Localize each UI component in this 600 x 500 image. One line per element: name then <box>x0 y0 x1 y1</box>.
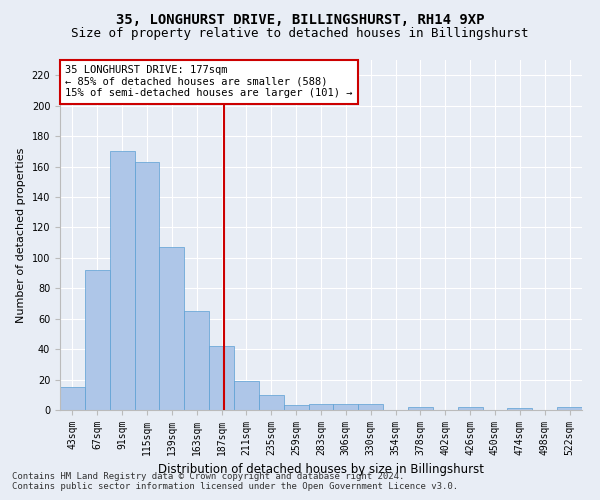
Bar <box>209 346 234 410</box>
Bar <box>284 406 308 410</box>
Bar <box>259 395 284 410</box>
Text: Contains HM Land Registry data © Crown copyright and database right 2024.: Contains HM Land Registry data © Crown c… <box>12 472 404 481</box>
Bar <box>508 408 532 410</box>
Text: Size of property relative to detached houses in Billingshurst: Size of property relative to detached ho… <box>71 28 529 40</box>
Y-axis label: Number of detached properties: Number of detached properties <box>16 148 26 322</box>
Bar <box>458 407 482 410</box>
Bar <box>308 404 334 410</box>
Bar <box>234 381 259 410</box>
Bar <box>557 407 582 410</box>
Text: Contains public sector information licensed under the Open Government Licence v3: Contains public sector information licen… <box>12 482 458 491</box>
Text: 35, LONGHURST DRIVE, BILLINGSHURST, RH14 9XP: 35, LONGHURST DRIVE, BILLINGSHURST, RH14… <box>116 12 484 26</box>
Bar <box>85 270 110 410</box>
Bar <box>334 404 358 410</box>
X-axis label: Distribution of detached houses by size in Billingshurst: Distribution of detached houses by size … <box>158 464 484 476</box>
Bar <box>110 152 134 410</box>
Bar <box>408 407 433 410</box>
Bar <box>134 162 160 410</box>
Bar <box>60 387 85 410</box>
Text: 35 LONGHURST DRIVE: 177sqm
← 85% of detached houses are smaller (588)
15% of sem: 35 LONGHURST DRIVE: 177sqm ← 85% of deta… <box>65 66 353 98</box>
Bar <box>358 404 383 410</box>
Bar <box>160 247 184 410</box>
Bar <box>184 311 209 410</box>
